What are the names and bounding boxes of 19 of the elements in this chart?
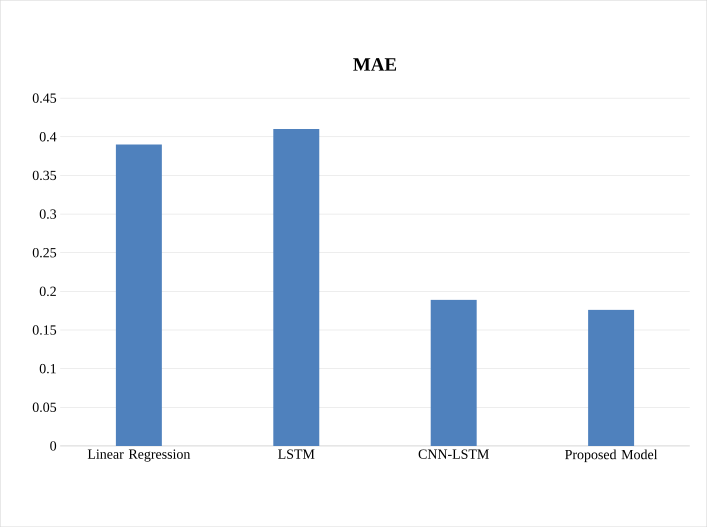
bar <box>273 129 320 446</box>
y-tick-label: 0.15 <box>32 325 56 335</box>
y-tick-label: 0.35 <box>32 170 56 180</box>
bar <box>430 300 477 446</box>
bar <box>588 310 634 446</box>
y-tick-label: 0.2 <box>40 286 56 296</box>
chart-title: MAE <box>353 58 396 71</box>
x-tick-label: Linear Regression <box>88 449 190 462</box>
y-tick-label: 0.05 <box>32 402 56 412</box>
y-tick-label: 0.45 <box>32 93 56 103</box>
x-tick-label: CNN-LSTM <box>418 449 489 459</box>
y-tick-label: 0 <box>50 441 56 451</box>
bar <box>116 144 162 446</box>
y-tick-label: 0.1 <box>40 364 56 374</box>
y-tick-label: 0.4 <box>40 132 56 142</box>
y-tick-label: 0.25 <box>32 248 56 258</box>
y-tick-label: 0.3 <box>40 209 56 219</box>
x-tick-label: Proposed Model <box>565 449 658 462</box>
x-tick-label: LSTM <box>278 449 314 459</box>
